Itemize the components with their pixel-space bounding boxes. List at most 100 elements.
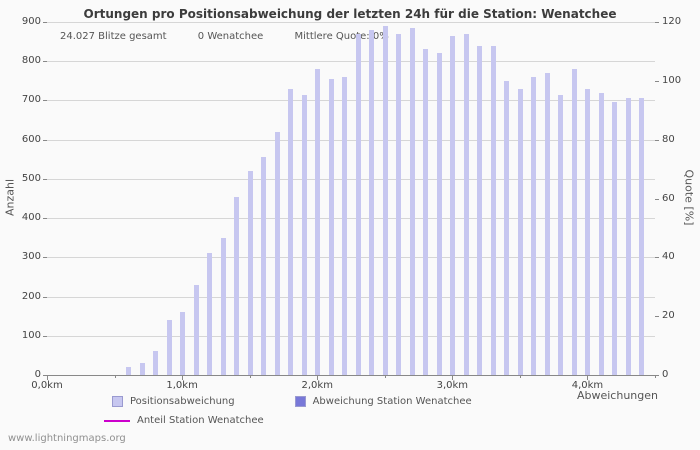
y-left-tick	[43, 100, 47, 102]
x-tick	[47, 375, 48, 380]
gridline	[47, 335, 655, 337]
legend-swatch-abweichung-station	[294, 396, 306, 407]
y-right-tick-label: 20	[662, 310, 675, 322]
bar	[301, 94, 307, 375]
bar	[193, 284, 199, 375]
x-tick-label: 3,0km	[436, 380, 469, 391]
bar	[517, 88, 523, 375]
y-left-tick	[43, 178, 47, 180]
y-left-tick	[43, 22, 47, 23]
bar	[261, 157, 267, 375]
legend-line-swatch-anteil-station	[104, 419, 130, 422]
bar	[153, 351, 159, 375]
chart-title: Ortungen pro Positionsabweichung der let…	[83, 7, 617, 21]
x-tick-label: 2,0km	[301, 380, 333, 391]
y-left-tick-label: 300	[21, 251, 41, 263]
bar	[355, 33, 361, 375]
bar	[477, 45, 483, 375]
gridline	[47, 296, 655, 298]
bar	[598, 92, 604, 375]
y-left-tick	[43, 218, 47, 220]
y-left-tick-label: 400	[21, 212, 41, 224]
bar	[612, 102, 618, 375]
bar	[423, 49, 429, 375]
y-left-tick-label: 700	[21, 94, 41, 106]
bar	[571, 69, 577, 375]
y-right-tick	[655, 22, 659, 23]
x-tick-label: 1,0km	[166, 380, 198, 391]
bar	[274, 131, 280, 375]
plot-area	[47, 22, 655, 375]
bar	[396, 33, 402, 375]
bar	[369, 29, 375, 375]
y-right-tick-label: 60	[662, 192, 675, 204]
x-tick	[114, 375, 116, 378]
x-tick	[249, 375, 251, 378]
bar	[544, 72, 550, 375]
legend-item-positionsabweichung: Positionsabweichung	[112, 396, 235, 407]
y-right-tick	[655, 139, 659, 141]
bar	[328, 78, 334, 375]
gridline	[47, 139, 655, 141]
gridline	[47, 178, 655, 180]
gridline	[47, 22, 655, 23]
x-tick-label: 4,0km	[571, 380, 604, 391]
y-left-tick-label: 100	[21, 329, 41, 341]
x-tick-label: 0,0km	[31, 380, 63, 391]
y-right-tick-label: 100	[662, 74, 682, 86]
stat-mean-quote: Mittlere Quote: 0%	[294, 31, 389, 42]
y-left-tick-label: 800	[21, 55, 41, 67]
y-right-tick-label: 40	[662, 251, 675, 263]
legend-row-2: Anteil Station Wenatchee	[104, 415, 324, 426]
y-left-tick	[43, 257, 47, 259]
y-right-tick-label: 80	[662, 133, 675, 145]
bar	[315, 69, 321, 375]
legend-row-1: Positionsabweichung Abweichung Station W…	[112, 396, 532, 407]
y-left-tick-label: 0	[34, 369, 41, 380]
legend-item-anteil-station: Anteil Station Wenatchee	[104, 415, 264, 426]
bar	[409, 27, 415, 375]
y-right-tick-label: 120	[662, 16, 682, 27]
x-tick	[519, 375, 521, 378]
bar	[463, 33, 469, 375]
x-tick	[317, 375, 319, 380]
bar	[207, 253, 213, 375]
y-left-tick	[43, 61, 47, 63]
bar	[342, 76, 348, 375]
y-right-tick	[655, 80, 659, 82]
y-axis-left-title: Anzahl	[3, 178, 17, 217]
bar	[436, 53, 442, 375]
legend-label-positionsabweichung: Positionsabweichung	[130, 396, 235, 407]
bar	[625, 98, 631, 375]
bar	[139, 363, 145, 375]
bar	[180, 312, 186, 375]
gridline	[47, 218, 655, 220]
watermark: www.lightningmaps.org	[8, 433, 126, 444]
bar	[558, 94, 564, 375]
stat-station-strikes: 0 Wenatchee	[197, 31, 264, 42]
bar	[382, 25, 388, 375]
bar	[504, 80, 510, 375]
x-tick	[587, 375, 589, 380]
gridline	[47, 61, 655, 63]
x-tick	[655, 375, 656, 378]
y-left-tick-label: 200	[21, 290, 41, 302]
bar	[247, 171, 253, 375]
bar	[288, 88, 294, 375]
y-right-tick	[655, 198, 659, 200]
y-left-tick	[43, 139, 47, 141]
bar	[166, 320, 172, 375]
x-tick	[182, 375, 184, 380]
y-right-tick	[655, 257, 659, 259]
y-left-tick	[43, 335, 47, 337]
bar	[126, 367, 132, 375]
x-tick	[452, 375, 454, 380]
stat-total-strikes: 24.027 Blitze gesamt	[60, 31, 167, 42]
gridline	[47, 257, 655, 259]
y-left-tick-label: 900	[21, 16, 41, 27]
x-tick	[384, 375, 386, 378]
legend-swatch-positionsabweichung	[112, 396, 123, 407]
bar	[220, 237, 226, 375]
y-right-tick	[655, 375, 659, 376]
bar	[450, 35, 456, 375]
